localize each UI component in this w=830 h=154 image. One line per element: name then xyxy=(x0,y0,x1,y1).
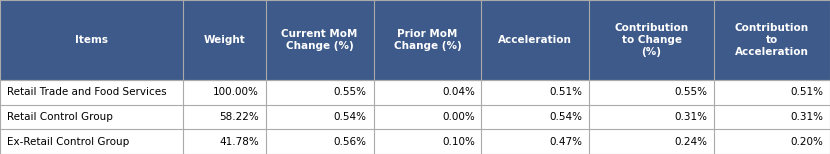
FancyBboxPatch shape xyxy=(0,80,830,105)
FancyBboxPatch shape xyxy=(0,129,830,154)
Text: Retail Control Group: Retail Control Group xyxy=(7,112,113,122)
Text: 0.54%: 0.54% xyxy=(334,112,367,122)
Text: 0.20%: 0.20% xyxy=(790,137,823,147)
Text: Contribution
to
Acceleration: Contribution to Acceleration xyxy=(735,23,809,57)
Text: Contribution
to Change
(%): Contribution to Change (%) xyxy=(614,23,689,57)
Text: 0.51%: 0.51% xyxy=(790,87,823,97)
Text: 41.78%: 41.78% xyxy=(219,137,259,147)
Text: 0.24%: 0.24% xyxy=(674,137,707,147)
Text: 0.04%: 0.04% xyxy=(442,87,475,97)
Text: 0.00%: 0.00% xyxy=(442,112,475,122)
Text: Items: Items xyxy=(75,35,108,45)
FancyBboxPatch shape xyxy=(0,105,830,129)
Text: 0.55%: 0.55% xyxy=(674,87,707,97)
Text: Current MoM
Change (%): Current MoM Change (%) xyxy=(281,29,358,51)
Text: Retail Trade and Food Services: Retail Trade and Food Services xyxy=(7,87,166,97)
Text: 100.00%: 100.00% xyxy=(213,87,259,97)
Text: 0.55%: 0.55% xyxy=(334,87,367,97)
Text: 0.56%: 0.56% xyxy=(334,137,367,147)
Text: 58.22%: 58.22% xyxy=(219,112,259,122)
FancyBboxPatch shape xyxy=(0,0,830,80)
Text: Ex-Retail Control Group: Ex-Retail Control Group xyxy=(7,137,129,147)
Text: 0.31%: 0.31% xyxy=(790,112,823,122)
Text: Weight: Weight xyxy=(203,35,245,45)
Text: Acceleration: Acceleration xyxy=(498,35,573,45)
Text: 0.47%: 0.47% xyxy=(549,137,583,147)
Text: 0.54%: 0.54% xyxy=(549,112,583,122)
Text: 0.10%: 0.10% xyxy=(442,137,475,147)
Text: 0.51%: 0.51% xyxy=(549,87,583,97)
Text: 0.31%: 0.31% xyxy=(674,112,707,122)
Text: Prior MoM
Change (%): Prior MoM Change (%) xyxy=(393,29,461,51)
